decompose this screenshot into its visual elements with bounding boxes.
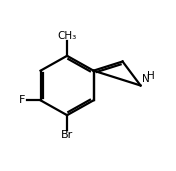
Text: F: F [19,95,26,105]
Text: Br: Br [61,130,73,140]
Text: H: H [147,71,154,81]
Text: CH₃: CH₃ [57,31,77,41]
Text: N: N [142,74,150,84]
